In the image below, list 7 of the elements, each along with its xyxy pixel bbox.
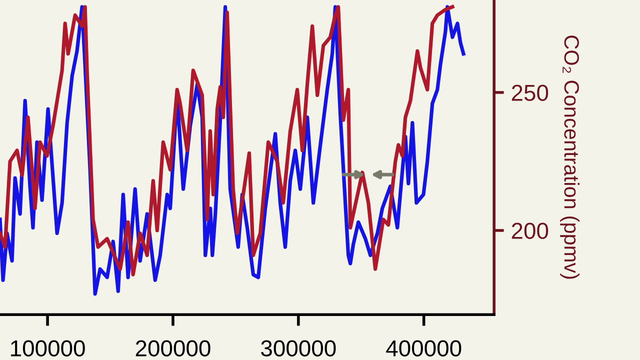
y-axis-title: CO₂ Concentration (ppmv) [560, 36, 580, 279]
y-tick-label: 200 [512, 222, 548, 239]
x-tick-label: 100000 [11, 340, 85, 356]
x-tick-label: 400000 [386, 340, 462, 356]
x-tick-label: 300000 [261, 340, 336, 356]
x-tick-label: 200000 [136, 340, 210, 356]
y-tick-label: 250 [512, 84, 548, 101]
